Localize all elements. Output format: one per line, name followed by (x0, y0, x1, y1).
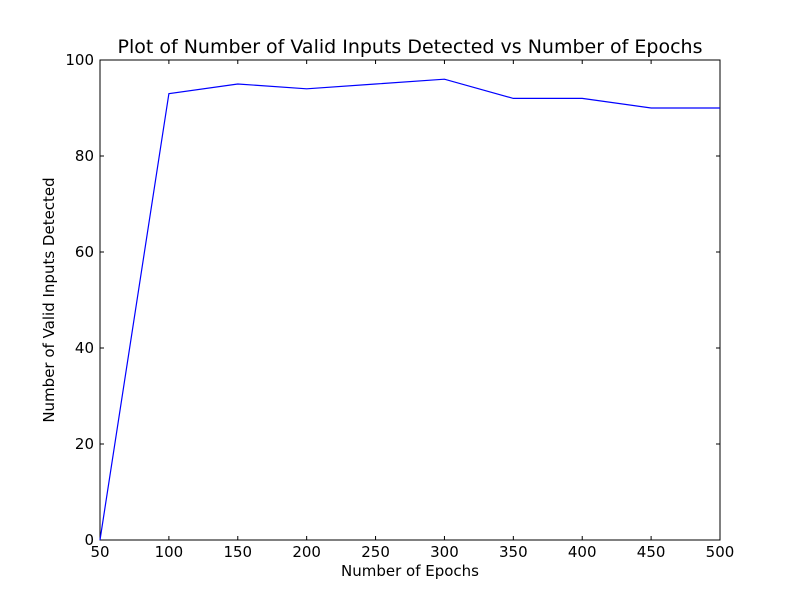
series-group (99, 78, 721, 541)
axis-tick-labels: 50 100 150 200 250 300 350 400 450 500 0 20 40 60 80 10… (65, 51, 734, 561)
y-tick-label: 40 (75, 339, 94, 357)
x-tick-label: 350 (499, 543, 528, 561)
x-tick-label: 100 (155, 543, 184, 561)
x-axis-label: Number of Epochs (341, 562, 479, 580)
y-tick-label: 100 (65, 51, 94, 69)
x-tick-label: 400 (568, 543, 597, 561)
y-axis-label: Number of Valid Inputs Detected (40, 177, 58, 422)
x-tick-label: 450 (637, 543, 666, 561)
x-tick-label: 200 (292, 543, 321, 561)
y-tick-label: 20 (75, 435, 94, 453)
y-tick-label: 80 (75, 147, 94, 165)
x-tick-label: 50 (90, 543, 109, 561)
y-tick-label: 60 (75, 243, 94, 261)
plot-frame (99, 59, 721, 541)
x-tick-label: 150 (223, 543, 252, 561)
y-tick-label: 0 (84, 531, 94, 549)
x-tick-label: 250 (361, 543, 390, 561)
axis-ticks (99, 59, 721, 541)
x-tick-label: 500 (706, 543, 735, 561)
x-tick-label: 300 (430, 543, 459, 561)
chart-title: Plot of Number of Valid Inputs Detected … (117, 36, 702, 58)
series-line (99, 78, 720, 541)
